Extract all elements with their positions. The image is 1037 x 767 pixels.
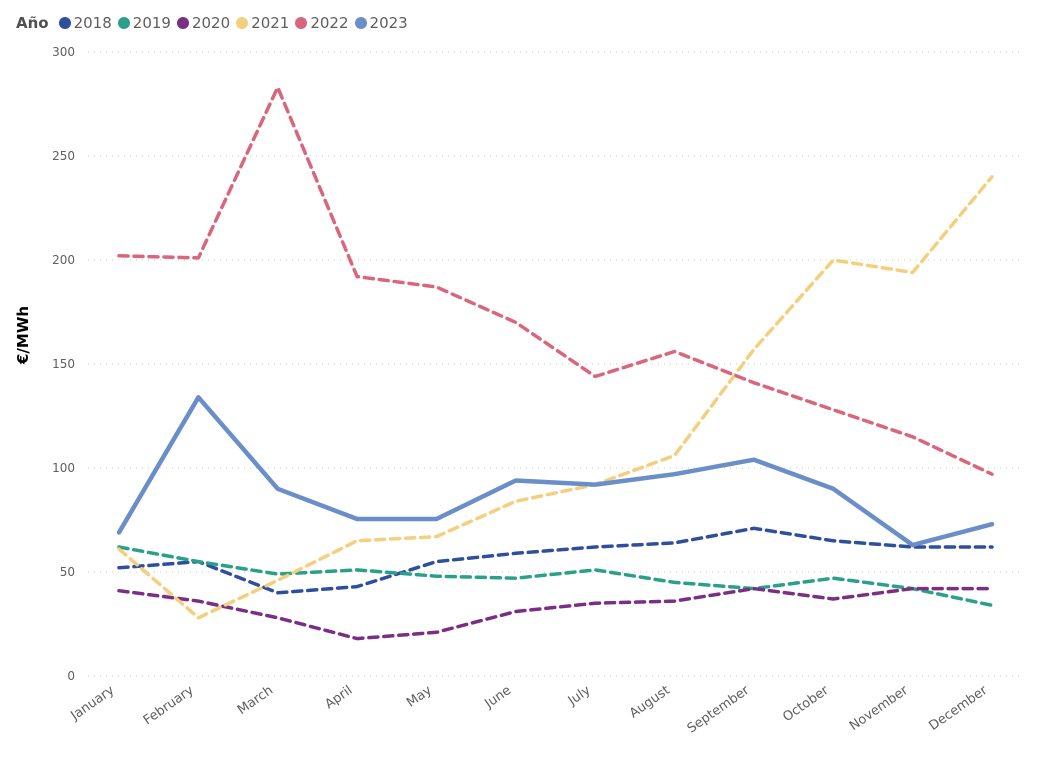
legend-label: 2018: [73, 14, 112, 32]
x-tick-label: October: [780, 683, 832, 726]
legend-item-2021[interactable]: 2021: [236, 14, 289, 32]
legend-item-2022[interactable]: 2022: [295, 14, 349, 32]
x-tick-label: March: [235, 683, 276, 718]
series-line-2022[interactable]: [117, 85, 994, 476]
legend-label: 2019: [132, 14, 171, 32]
y-tick-label: 100: [52, 461, 75, 475]
x-tick-label: August: [627, 683, 673, 721]
series-line-2021[interactable]: [117, 175, 994, 620]
legend-marker-icon: [176, 17, 189, 29]
legend-item-2019[interactable]: 2019: [117, 14, 171, 32]
series-lines: [116, 85, 995, 641]
y-tick-label: 250: [52, 149, 75, 163]
legend-label: 2021: [251, 14, 290, 32]
x-tick-label: September: [685, 683, 753, 737]
legend-marker-icon: [295, 17, 308, 29]
legend-item-2023[interactable]: 2023: [354, 14, 408, 32]
x-tick-label: May: [404, 683, 435, 711]
series-line-2019[interactable]: [117, 545, 994, 608]
x-tick-label: November: [847, 683, 912, 734]
legend-marker-icon: [58, 17, 71, 29]
legend-label: 2022: [310, 14, 349, 32]
y-tick-label: 0: [67, 669, 75, 683]
x-tick-label: February: [141, 683, 197, 729]
legend-marker-icon: [117, 17, 130, 29]
x-tick-label: July: [565, 683, 594, 709]
x-axis-ticks: January February March April May June July Augu…: [67, 683, 990, 737]
x-tick-label: June: [481, 683, 514, 712]
y-tick-label: 50: [60, 565, 75, 579]
x-tick-label: January: [67, 683, 117, 724]
series-line-2023[interactable]: [116, 395, 995, 548]
y-axis-ticks: 0 50 100 150 200 250 300: [52, 45, 75, 683]
y-tick-label: 150: [52, 357, 75, 371]
gridlines: [88, 51, 1020, 677]
legend-item-2020[interactable]: 2020: [176, 14, 231, 32]
legend: Año 2018 2019 2020 2021 2022 2023: [16, 12, 414, 34]
x-tick-label: April: [322, 683, 355, 712]
legend-item-2018[interactable]: 2018: [58, 14, 112, 32]
legend-label: 2020: [191, 14, 231, 32]
series-line-2020[interactable]: [117, 586, 994, 641]
legend-title: Año: [16, 14, 49, 32]
legend-marker-icon: [236, 17, 249, 29]
x-tick-label: December: [926, 683, 990, 734]
series-line-2018[interactable]: [117, 526, 994, 595]
y-tick-label: 300: [52, 45, 75, 59]
legend-label: 2023: [369, 14, 408, 32]
y-tick-label: 200: [52, 253, 75, 267]
legend-marker-icon: [354, 17, 367, 29]
